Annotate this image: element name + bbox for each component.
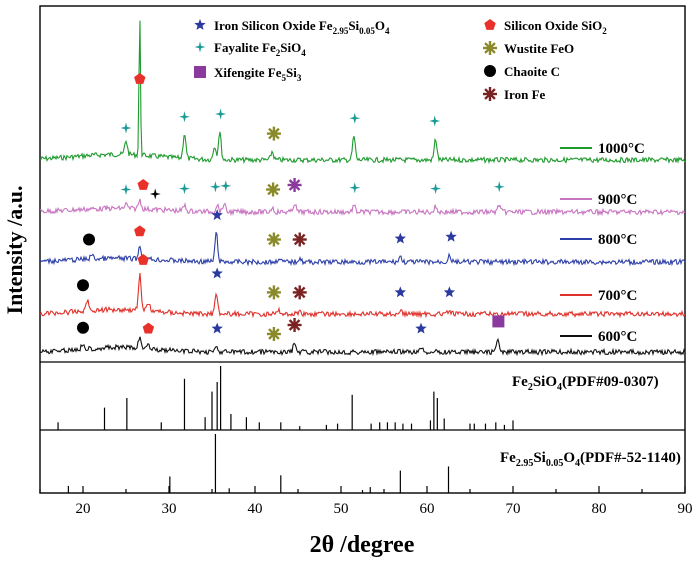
- series-line-600°C: [39, 336, 686, 357]
- legend-entry: Fayalite Fe2SiO4: [214, 40, 306, 58]
- x-tick-label: 30: [162, 501, 177, 517]
- legend-symbol: [194, 66, 206, 78]
- phase-marker: [266, 182, 281, 197]
- reference-2-label: Fe2.95Si0.05O4(PDF#-52-1140): [500, 450, 681, 469]
- phase-marker: [77, 321, 89, 334]
- phase-marker: [209, 181, 221, 193]
- legend-entry: Iron Fe: [504, 87, 546, 102]
- phase-marker: [137, 179, 149, 190]
- phase-marker: [394, 232, 406, 244]
- legend-entry: Xifengite Fe5Si3: [214, 65, 302, 83]
- phase-marker: [266, 232, 281, 247]
- series-label: 800°C: [598, 232, 637, 248]
- phase-marker: [134, 225, 146, 237]
- legend-entry: Chaoite C: [504, 64, 560, 79]
- reference-layer: [57, 366, 514, 493]
- legend-symbol: [483, 41, 497, 55]
- legend: Iron Silicon Oxide Fe2.95Si0.05O4 Fayalit…: [194, 18, 607, 102]
- x-axis: 20 30 40 50 60 70 80 90: [39, 486, 693, 517]
- x-tick-label: 70: [506, 501, 521, 517]
- phase-marker: [292, 285, 307, 300]
- x-axis-label: 2θ /degree: [310, 532, 415, 558]
- series-label: 600°C: [598, 329, 637, 345]
- phase-marker: [179, 183, 190, 195]
- phase-marker: [394, 286, 406, 298]
- phase-marker: [211, 322, 223, 334]
- legend-entry: Iron Silicon Oxide Fe2.95Si0.05O4: [214, 18, 390, 36]
- reference-1-label: Fe2SiO4(PDF#09-0307): [512, 374, 659, 393]
- series-line-800°C: [39, 231, 686, 267]
- phase-marker: [287, 178, 302, 192]
- series-label: 700°C: [598, 288, 637, 304]
- series-line-700°C: [39, 273, 686, 319]
- phase-marker: [83, 233, 96, 246]
- phase-marker: [134, 73, 146, 84]
- phase-marker: [445, 230, 457, 242]
- x-tick-label: 80: [592, 501, 607, 517]
- phase-marker: [266, 126, 281, 141]
- legend-symbol: [484, 19, 496, 30]
- x-tick-label: 40: [248, 501, 263, 517]
- phase-marker: [349, 182, 361, 194]
- phase-marker: [349, 112, 361, 124]
- legend-entry: Silicon Oxide SiO2: [504, 18, 607, 36]
- phase-marker: [120, 184, 132, 195]
- series-label: 900°C: [598, 192, 637, 208]
- phase-marker: [77, 279, 89, 292]
- phase-marker: [429, 115, 441, 127]
- series-label: 1000°C: [598, 141, 645, 157]
- phase-marker: [443, 286, 456, 298]
- series-line-900°C: [39, 198, 686, 217]
- marker-layer: [77, 73, 505, 341]
- x-tick-label: 60: [420, 501, 435, 517]
- legend-symbol: [194, 41, 206, 53]
- x-tick-label: 90: [678, 501, 693, 517]
- phase-marker: [179, 111, 190, 123]
- legend-entry: Wustite FeO: [504, 41, 574, 56]
- x-tick-label: 20: [76, 501, 91, 517]
- phase-marker: [492, 315, 505, 328]
- phase-marker: [493, 181, 505, 193]
- phase-marker: [415, 322, 427, 334]
- y-axis-label: Intensity /a.u.: [2, 186, 27, 315]
- phase-marker: [266, 327, 281, 341]
- phase-marker: [220, 180, 232, 192]
- legend-symbol: [483, 87, 497, 101]
- phase-marker: [142, 322, 155, 334]
- phase-marker: [149, 188, 161, 200]
- phase-marker: [292, 232, 307, 247]
- phase-marker: [211, 267, 223, 279]
- phase-marker: [211, 209, 223, 221]
- series-layer: 1000°C 900°C 800°C 700°C 600°C: [39, 20, 686, 357]
- phase-marker: [430, 183, 442, 195]
- phase-marker: [287, 318, 302, 332]
- series-line-1000°C: [39, 20, 686, 165]
- legend-symbol: [194, 19, 206, 30]
- phase-marker: [120, 122, 132, 134]
- phase-marker: [137, 254, 149, 265]
- phase-marker: [266, 285, 281, 300]
- legend-symbol: [484, 65, 496, 77]
- x-tick-label: 50: [334, 501, 349, 517]
- phase-marker: [215, 108, 227, 120]
